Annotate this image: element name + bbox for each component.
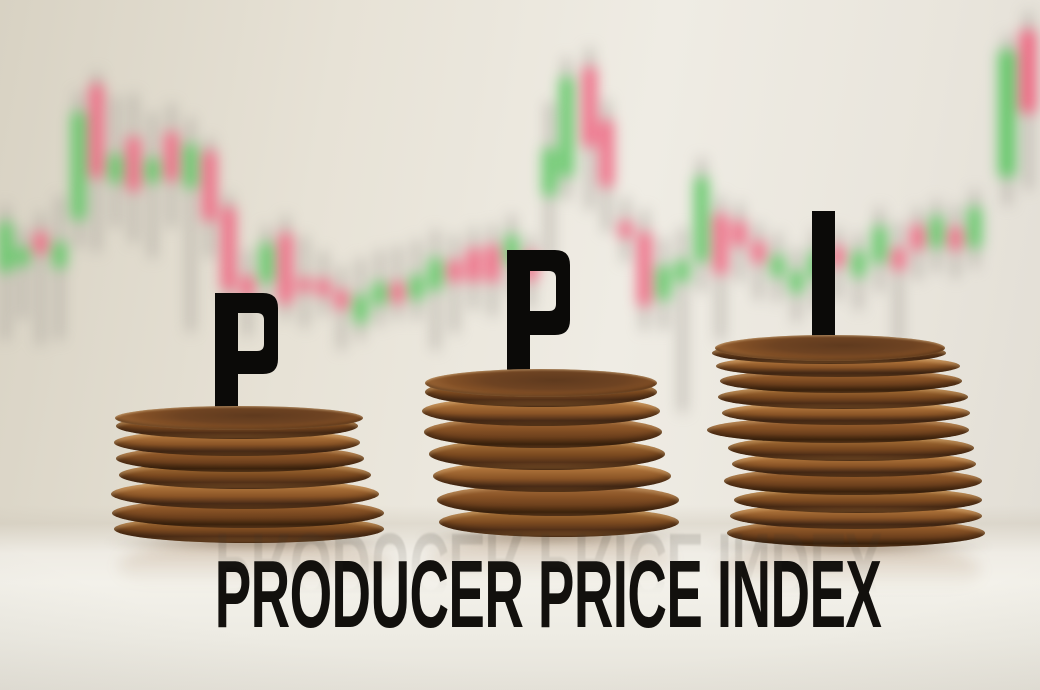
- candle-up: [108, 154, 122, 183]
- candle-up: [789, 271, 803, 293]
- candle-down: [164, 132, 178, 181]
- candle-up: [52, 242, 66, 268]
- title-reflection-text: PRODUCER PRICE INDEX: [214, 513, 882, 620]
- candle-up: [999, 50, 1015, 177]
- candle-up: [694, 177, 708, 262]
- candle-down: [221, 207, 235, 291]
- candle-down: [390, 282, 404, 303]
- candle-up: [851, 251, 865, 277]
- candle-up: [259, 243, 273, 283]
- candle-wick: [38, 212, 43, 345]
- candle-wick: [452, 235, 457, 333]
- candle-down: [89, 84, 103, 178]
- candle-up: [967, 207, 981, 248]
- candle-down: [447, 260, 461, 282]
- candle-up: [559, 77, 573, 177]
- candle-up: [675, 260, 689, 282]
- candle-down: [948, 227, 962, 250]
- candle-up: [353, 295, 367, 323]
- candle-down: [910, 225, 924, 250]
- coin-top-face: [425, 369, 657, 397]
- coin-top-face: [715, 335, 945, 361]
- candle-up: [770, 255, 784, 277]
- candle-down: [732, 221, 746, 246]
- letter-p-1: [215, 293, 278, 417]
- candle-down: [297, 278, 311, 292]
- candle-wick: [20, 228, 25, 320]
- candle-up: [372, 282, 386, 305]
- title-reflection: PRODUCER PRICE INDEX: [0, 513, 1040, 690]
- candle-down: [637, 232, 651, 306]
- candle-wick: [150, 112, 155, 258]
- candle-down: [582, 67, 596, 147]
- candle-up: [872, 226, 886, 263]
- candle-down: [466, 248, 480, 282]
- candle-up: [145, 158, 159, 183]
- candle-up: [542, 148, 556, 196]
- candle-up: [15, 247, 29, 266]
- candle-down: [1020, 30, 1036, 113]
- letter-p-2: [507, 250, 570, 380]
- candle-wick: [433, 230, 438, 350]
- title-producer-price-index: PRODUCER PRICE INDEX: [0, 547, 1040, 643]
- candle-down: [713, 214, 727, 274]
- candle-wick: [57, 196, 62, 340]
- candle-up: [929, 216, 943, 248]
- stack-reflection: [430, 535, 672, 587]
- candle-down: [316, 279, 330, 296]
- candle-down: [126, 137, 140, 191]
- candle-down: [240, 276, 254, 298]
- candle-down: [33, 232, 47, 254]
- candle-up: [183, 144, 197, 188]
- candle-down: [334, 290, 348, 309]
- candle-up: [71, 112, 85, 220]
- candle-wick: [680, 228, 685, 412]
- letter-i-3: [812, 211, 835, 338]
- candle-down: [618, 221, 632, 238]
- candle-up: [428, 258, 442, 290]
- candle-down: [751, 241, 765, 263]
- candle-down: [485, 245, 499, 282]
- candle-up: [409, 275, 423, 300]
- coin-top-face: [115, 406, 363, 430]
- candle-down: [599, 120, 613, 187]
- stack-reflection: [718, 545, 980, 597]
- candle-wick: [188, 118, 193, 332]
- candle-up: [656, 266, 670, 300]
- candle-wick: [3, 205, 8, 340]
- candle-wick: [896, 222, 901, 345]
- candle-down: [891, 248, 905, 270]
- background-candlestick-chart: [0, 12, 1036, 412]
- title-text: PRODUCER PRICE INDEX: [214, 541, 882, 648]
- candle-up: [0, 222, 12, 272]
- stack-reflection: [119, 541, 391, 593]
- candle-down: [202, 151, 216, 221]
- candle-down: [278, 233, 292, 304]
